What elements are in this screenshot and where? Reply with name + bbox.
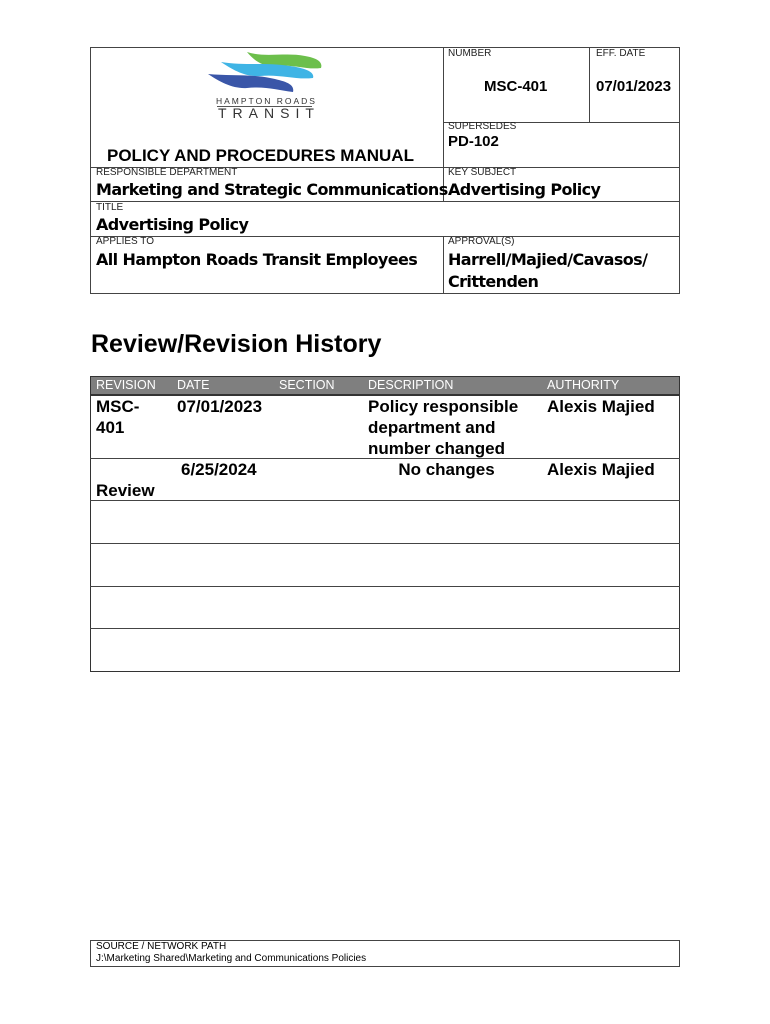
row-date: 07/01/2023 — [177, 397, 263, 416]
dept-value: Marketing and Strategic Communications — [96, 180, 448, 199]
key-subject-label: KEY SUBJECT — [448, 167, 517, 178]
col-revision: REVISION — [96, 378, 156, 392]
table-header-row — [91, 377, 679, 394]
row-description: Policy responsible department and number… — [368, 397, 519, 458]
row-authority: Alexis Majied — [547, 397, 655, 416]
approvals-value-1: Harrell/Majied/Cavasos/ — [448, 250, 648, 269]
history-heading: Review/Revision History — [91, 330, 382, 358]
eff-date: 07/01/2023 — [596, 78, 672, 95]
policy-number: MSC-401 — [484, 78, 548, 95]
logo-text-transit: TRANSIT — [218, 105, 320, 121]
hrt-logo-waves — [208, 52, 322, 92]
applies-value: All Hampton Roads Transit Employees — [96, 250, 418, 269]
manual-title: POLICY AND PROCEDURES MANUAL — [107, 146, 414, 165]
approvals-value-2: Crittenden — [448, 272, 539, 291]
row-authority: Alexis Majied — [547, 460, 655, 479]
col-section: SECTION — [279, 378, 335, 392]
logo-text-hampton-roads: HAMPTON ROADS — [216, 96, 317, 106]
row-description: No changes — [398, 460, 495, 479]
title-value: Advertising Policy — [96, 215, 249, 234]
title-label: TITLE — [96, 202, 124, 213]
row-date: 6/25/2024 — [181, 460, 257, 479]
eff-date-label: EFF. DATE — [596, 48, 646, 59]
source-path: J:\Marketing Shared\Marketing and Commun… — [96, 953, 367, 964]
dept-label: RESPONSIBLE DEPARTMENT — [96, 167, 238, 178]
supersedes-value: PD-102 — [448, 133, 499, 150]
col-date: DATE — [177, 378, 210, 392]
col-authority: AUTHORITY — [547, 378, 620, 392]
number-label: NUMBER — [448, 48, 492, 59]
key-subject-value: Advertising Policy — [448, 180, 601, 199]
supersedes-label: SUPERSEDES — [448, 121, 517, 132]
row-revision: MSC- 401 — [96, 397, 140, 437]
approvals-label: APPROVAL(S) — [448, 236, 515, 247]
col-description: DESCRIPTION — [368, 378, 454, 392]
row-revision: Review — [96, 481, 155, 500]
source-label: SOURCE / NETWORK PATH — [96, 941, 227, 952]
applies-label: APPLIES TO — [96, 236, 154, 247]
